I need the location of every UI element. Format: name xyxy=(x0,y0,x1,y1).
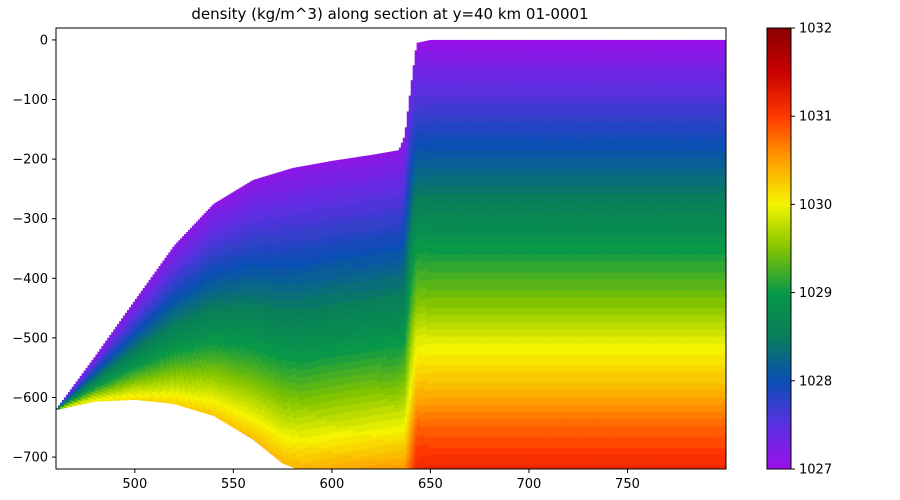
chart-title: density (kg/m^3) along section at y=40 k… xyxy=(191,5,588,23)
density-field xyxy=(56,40,727,470)
